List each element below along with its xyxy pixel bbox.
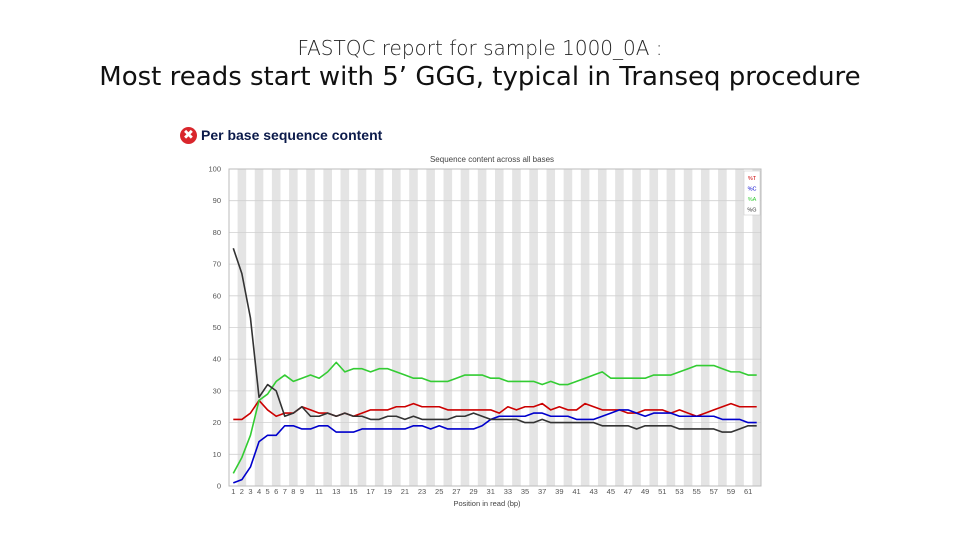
x-tick-label: 53 — [675, 487, 683, 496]
x-tick-label: 6 — [274, 487, 278, 496]
x-tick-label: 33 — [504, 487, 512, 496]
fail-icon: ✖ — [180, 126, 197, 144]
x-tick-label: 27 — [452, 487, 460, 496]
legend-entry: %C — [748, 187, 757, 193]
series-lines — [232, 247, 757, 484]
x-tick-label: 4 — [257, 487, 261, 496]
x-tick-label: 59 — [727, 487, 735, 496]
x-tick-label: 19 — [384, 487, 392, 496]
x-tick-label: 47 — [624, 487, 632, 496]
plot-area — [228, 168, 762, 487]
slide-subtitle: FASTQC report for sample 1000_0A : — [297, 36, 663, 60]
x-tick-label: 57 — [710, 487, 718, 496]
y-tick-label: 60 — [213, 291, 221, 300]
y-tick-label: 30 — [213, 386, 221, 395]
x-axis-ticks: 1 2 3 4 5 6 7 8 9 11 13 15 17 19 21 23 25 27 29 31 33 35 37 39 4… — [231, 487, 752, 496]
report-title: Per base sequence content — [201, 127, 383, 143]
y-tick-label: 90 — [213, 196, 221, 205]
slide-title: Most reads start with 5’ GGG, typical in… — [99, 62, 861, 92]
y-tick-label: 50 — [213, 323, 221, 332]
report-header: ✖ Per base sequence content — [180, 124, 382, 146]
legend-box — [743, 170, 761, 216]
y-tick-label: 20 — [213, 418, 221, 427]
y-tick-label: 10 — [213, 450, 221, 459]
x-tick-label: 21 — [401, 487, 409, 496]
legend-entry: %A — [748, 197, 757, 203]
x-tick-label: 15 — [349, 487, 357, 496]
chart-title: Sequence content across all bases — [430, 155, 554, 164]
x-tick-label: 37 — [538, 487, 546, 496]
x-tick-label: 49 — [641, 487, 649, 496]
x-tick-label: 1 — [231, 487, 235, 496]
x-tick-label: 55 — [692, 487, 700, 496]
x-tick-label: 13 — [332, 487, 340, 496]
x-tick-label: 5 — [266, 487, 270, 496]
series-line-c — [233, 409, 757, 484]
series-line-g — [232, 247, 757, 433]
y-tick-label: 40 — [213, 355, 221, 364]
x-tick-label: 11 — [315, 487, 323, 496]
y-axis-ticks: 0 10 20 30 40 50 60 70 80 90 100 — [208, 165, 221, 491]
x-tick-label: 29 — [469, 487, 477, 496]
x-tick-label: 35 — [521, 487, 529, 496]
x-tick-label: 45 — [607, 487, 615, 496]
y-tick-label: 100 — [208, 165, 221, 174]
x-tick-label: 3 — [248, 487, 252, 496]
y-tick-label: 0 — [217, 482, 221, 491]
x-tick-label: 7 — [283, 487, 287, 496]
x-tick-label: 41 — [572, 487, 580, 496]
series-line-a — [232, 361, 757, 474]
legend-entry: %G — [747, 208, 756, 214]
x-tick-label: 8 — [291, 487, 295, 496]
x-tick-label: 31 — [487, 487, 495, 496]
x-tick-label: 61 — [744, 487, 752, 496]
x-tick-label: 9 — [300, 487, 304, 496]
legend: %T %C %A %G — [743, 170, 761, 216]
y-tick-label: 80 — [213, 228, 221, 237]
legend-entry: %T — [748, 176, 757, 182]
x-tick-label: 25 — [435, 487, 443, 496]
x-tick-label: 23 — [418, 487, 426, 496]
x-tick-label: 39 — [555, 487, 563, 496]
x-tick-label: 43 — [590, 487, 598, 496]
x-tick-label: 2 — [240, 487, 244, 496]
x-tick-label: 51 — [658, 487, 666, 496]
x-tick-label: 17 — [366, 487, 374, 496]
y-tick-label: 70 — [213, 260, 221, 269]
x-axis-label: Position in read (bp) — [453, 499, 521, 508]
